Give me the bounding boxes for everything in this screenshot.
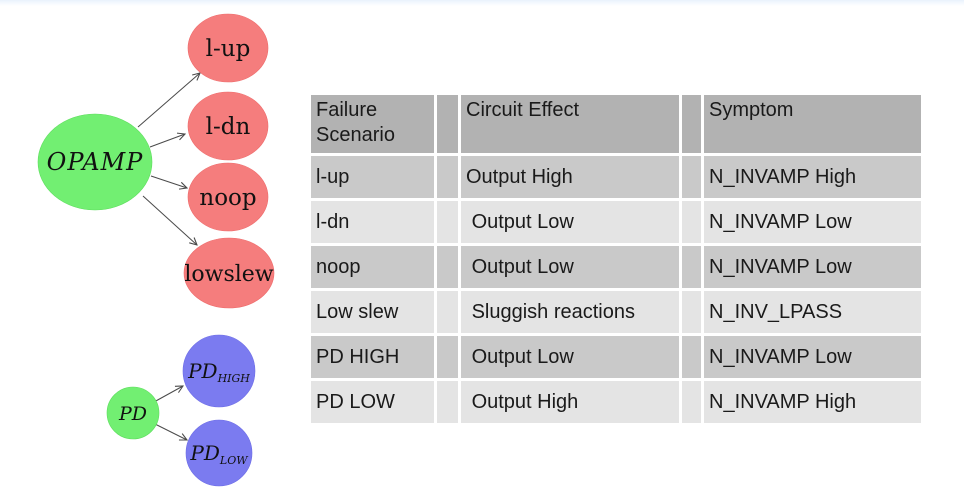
- table-row: l-dn Output Low N_INVAMP Low: [308, 198, 924, 246]
- table-row: PD HIGH Output Low N_INVAMP Low: [308, 333, 924, 381]
- top-edge-highlight: [0, 0, 964, 6]
- cell-effect: Output Low: [458, 243, 682, 291]
- cell-spacer: [434, 378, 461, 426]
- cell-scenario: PD LOW: [308, 378, 437, 426]
- node-lowslew: [183, 237, 275, 309]
- cell-effect: Output Low: [458, 198, 682, 246]
- node-noop-label: noop: [199, 185, 256, 211]
- cell-spacer: [434, 288, 461, 336]
- node-opamp-label: OPAMP: [47, 148, 144, 176]
- cell-spacer: [679, 153, 704, 201]
- header-symptom: Symptom: [701, 92, 924, 156]
- header-spacer-1: [434, 92, 461, 156]
- cell-effect: Output High: [458, 378, 682, 426]
- edge-opamp-ldn: [149, 134, 185, 148]
- pd-tree: PD PDHIGH PDLOW: [106, 334, 256, 487]
- cell-spacer: [679, 198, 704, 246]
- cell-scenario: PD HIGH: [308, 333, 437, 381]
- node-pd-low: [185, 419, 253, 487]
- cell-scenario: noop: [308, 243, 437, 291]
- edge-opamp-noop: [150, 175, 187, 188]
- cell-spacer: [434, 243, 461, 291]
- cell-effect: Output High: [458, 153, 682, 201]
- cell-effect: Output Low: [458, 333, 682, 381]
- node-noop: [187, 162, 269, 232]
- edge-pd-pdhigh: [153, 386, 183, 403]
- node-pd: [106, 386, 160, 440]
- node-lup: [187, 13, 269, 83]
- pd-low-main: PD: [189, 441, 220, 465]
- cell-spacer: [434, 153, 461, 201]
- node-pd-label: PD: [118, 403, 147, 425]
- cell-scenario: Low slew: [308, 288, 437, 336]
- edge-opamp-lup: [137, 73, 200, 128]
- table-row: PD LOW Output High N_INVAMP High: [308, 378, 924, 426]
- cell-symptom: N_INV_LPASS: [701, 288, 924, 336]
- node-pd-high: [182, 334, 256, 408]
- opamp-tree: OPAMP l-up l-dn noop lowslew: [37, 13, 275, 309]
- cell-symptom: N_INVAMP High: [701, 153, 924, 201]
- cell-symptom: N_INVAMP Low: [701, 198, 924, 246]
- pd-high-main: PD: [187, 359, 218, 383]
- edge-opamp-lowslew: [142, 195, 197, 245]
- failure-table: Failure Scenario Circuit Effect Symptom …: [308, 92, 924, 426]
- table-row: noop Output Low N_INVAMP Low: [308, 243, 924, 291]
- pd-high-subscript: HIGH: [217, 372, 251, 385]
- cell-scenario: l-up: [308, 153, 437, 201]
- header-circuit-effect: Circuit Effect: [458, 92, 682, 156]
- table-header-row: Failure Scenario Circuit Effect Symptom: [308, 92, 924, 156]
- cell-scenario: l-dn: [308, 198, 437, 246]
- pd-low-subscript: LOW: [219, 454, 249, 467]
- fault-tree-diagram: OPAMP l-up l-dn noop lowslew PD PDHIGH P…: [37, 13, 275, 487]
- cell-symptom: N_INVAMP High: [701, 378, 924, 426]
- node-pd-high-label: PDHIGH: [187, 359, 250, 385]
- cell-spacer: [679, 288, 704, 336]
- cell-spacer: [679, 378, 704, 426]
- cell-spacer: [434, 198, 461, 246]
- node-ldn-label: l-dn: [206, 114, 251, 140]
- table-row: Low slew Sluggish reactions N_INV_LPASS: [308, 288, 924, 336]
- cell-spacer: [679, 243, 704, 291]
- cell-symptom: N_INVAMP Low: [701, 243, 924, 291]
- node-pd-low-label: PDLOW: [189, 441, 249, 467]
- header-failure-scenario: Failure Scenario: [308, 92, 437, 156]
- node-lowslew-label: lowslew: [184, 262, 273, 287]
- node-opamp: [37, 113, 153, 211]
- edge-pd-pdlow: [154, 423, 187, 440]
- node-ldn: [187, 91, 269, 161]
- header-spacer-2: [679, 92, 704, 156]
- cell-spacer: [434, 333, 461, 381]
- table-row: l-up Output High N_INVAMP High: [308, 153, 924, 201]
- cell-spacer: [679, 333, 704, 381]
- cell-effect: Sluggish reactions: [458, 288, 682, 336]
- node-lup-label: l-up: [206, 36, 251, 62]
- cell-symptom: N_INVAMP Low: [701, 333, 924, 381]
